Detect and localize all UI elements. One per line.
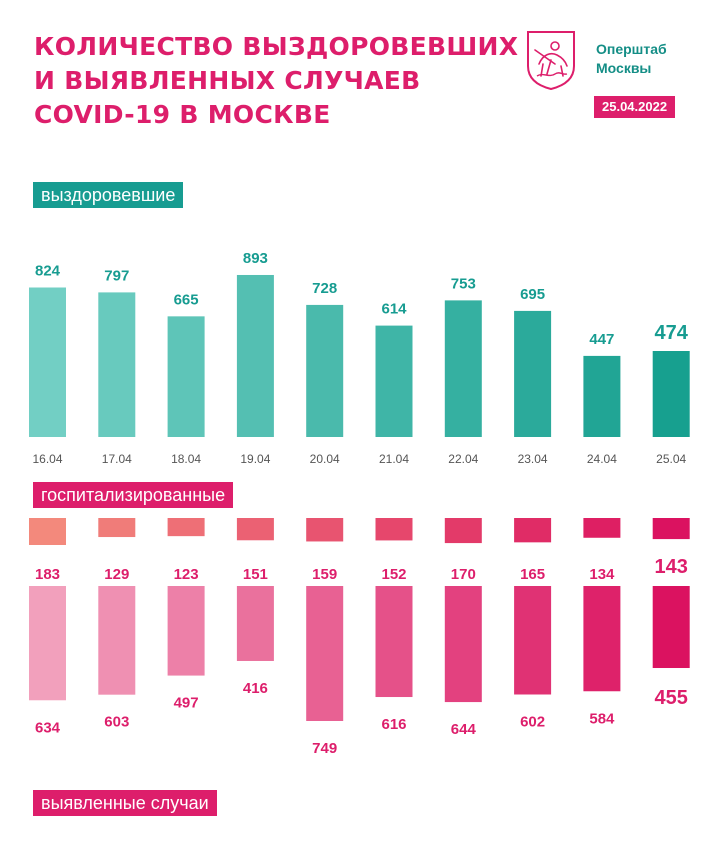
hospitalized-value-label: 143 bbox=[655, 556, 688, 578]
hospitalized-bar bbox=[375, 518, 413, 541]
hospitalized-value-label: 165 bbox=[520, 566, 545, 583]
cases-bar bbox=[306, 586, 344, 721]
title-line-3: COVID-19 В МОСКВЕ bbox=[34, 100, 331, 129]
hospitalized-value-label: 123 bbox=[174, 566, 199, 583]
cases-value-label: 455 bbox=[655, 687, 688, 709]
hospitalized-bar bbox=[29, 518, 66, 545]
hospitalized-bar bbox=[98, 518, 136, 538]
cases-bar bbox=[652, 586, 690, 669]
date-tick-label: 21.04 bbox=[379, 452, 409, 466]
cases-bar bbox=[583, 586, 621, 692]
recovered-value-label: 614 bbox=[381, 301, 407, 318]
recovered-bar bbox=[514, 310, 552, 437]
hospitalized-value-label: 170 bbox=[451, 566, 476, 583]
date-tick-label: 23.04 bbox=[518, 452, 548, 466]
hospitalized-value-label: 129 bbox=[104, 566, 129, 583]
hospitalized-bar bbox=[583, 518, 621, 538]
brand-line-1: Оперштаб bbox=[596, 41, 667, 57]
hospitalized-bar bbox=[167, 518, 205, 537]
cases-value-label: 603 bbox=[104, 714, 129, 731]
date-tick-label: 25.04 bbox=[656, 452, 686, 466]
recovered-value-label: 665 bbox=[174, 291, 199, 308]
recovered-bar bbox=[29, 287, 66, 437]
cases-bar bbox=[167, 586, 205, 676]
recovered-bar bbox=[583, 355, 621, 437]
cases-value-label: 634 bbox=[35, 719, 61, 736]
recovered-value-label: 893 bbox=[243, 250, 268, 267]
hospitalized-value-label: 183 bbox=[35, 566, 60, 583]
cases-value-label: 644 bbox=[451, 721, 477, 738]
date-tick-label: 24.04 bbox=[587, 452, 617, 466]
hospitalized-value-label: 159 bbox=[312, 566, 337, 583]
recovered-value-label: 797 bbox=[104, 267, 129, 284]
title-line-2: И ВЫЯВЛЕННЫХ СЛУЧАЕВ bbox=[34, 66, 421, 95]
date-tick-label: 17.04 bbox=[102, 452, 132, 466]
recovered-bar bbox=[306, 304, 344, 437]
moscow-emblem-icon bbox=[527, 31, 575, 90]
cases-value-label: 416 bbox=[243, 680, 268, 697]
hospitalized-bar bbox=[444, 518, 482, 544]
date-tick-label: 19.04 bbox=[240, 452, 270, 466]
page-title: КОЛИЧЕСТВО ВЫЗДОРОВЕВШИХ И ВЫЯВЛЕННЫХ СЛ… bbox=[34, 30, 518, 132]
recovered-bar bbox=[167, 316, 205, 437]
recovered-value-label: 695 bbox=[520, 286, 545, 303]
hospitalized-bar bbox=[306, 518, 344, 542]
cases-bar bbox=[98, 586, 136, 695]
cases-bar bbox=[375, 586, 413, 698]
cases-value-label: 616 bbox=[381, 716, 406, 733]
recovered-value-label: 824 bbox=[35, 262, 61, 279]
hospitalized-bar bbox=[514, 518, 552, 543]
cases-bar bbox=[514, 586, 552, 695]
brand-line-2: Москвы bbox=[596, 60, 652, 76]
recovered-value-label: 753 bbox=[451, 275, 476, 292]
cases-value-label: 497 bbox=[174, 695, 199, 712]
recovered-value-label: 447 bbox=[589, 331, 614, 348]
recovered-bar bbox=[444, 300, 482, 437]
recovered-label: выздоровевшие bbox=[33, 182, 184, 208]
date-tick-label: 22.04 bbox=[448, 452, 478, 466]
date-tick-label: 20.04 bbox=[310, 452, 340, 466]
date-tick-label: 16.04 bbox=[32, 452, 62, 466]
hospitalized-bar bbox=[652, 518, 690, 540]
recovered-bar bbox=[236, 274, 274, 437]
recovered-bar bbox=[98, 292, 136, 437]
cases-label: выявленные случаи bbox=[33, 790, 217, 816]
date-badge: 25.04.2022 bbox=[594, 96, 676, 118]
recovered-value-label: 728 bbox=[312, 280, 337, 297]
hospitalized-value-label: 151 bbox=[243, 566, 268, 583]
cases-bar bbox=[444, 586, 482, 703]
cases-bar bbox=[29, 586, 66, 701]
brand-name: Оперштаб Москвы bbox=[596, 40, 667, 78]
recovered-bar bbox=[375, 325, 413, 437]
recovered-value-label: 474 bbox=[655, 322, 689, 344]
cases-value-label: 584 bbox=[589, 710, 615, 727]
hospitalized-label: госпитализированные bbox=[33, 482, 234, 508]
hospitalized-value-label: 152 bbox=[381, 566, 406, 583]
title-line-1: КОЛИЧЕСТВО ВЫЗДОРОВЕВШИХ bbox=[34, 32, 519, 61]
date-tick-label: 18.04 bbox=[171, 452, 201, 466]
cases-value-label: 602 bbox=[520, 714, 545, 731]
hospitalized-bar bbox=[236, 518, 274, 541]
recovered-bar bbox=[652, 351, 690, 437]
hospitalized-value-label: 134 bbox=[589, 566, 615, 583]
cases-bar bbox=[236, 586, 274, 661]
cases-value-label: 749 bbox=[312, 740, 337, 757]
